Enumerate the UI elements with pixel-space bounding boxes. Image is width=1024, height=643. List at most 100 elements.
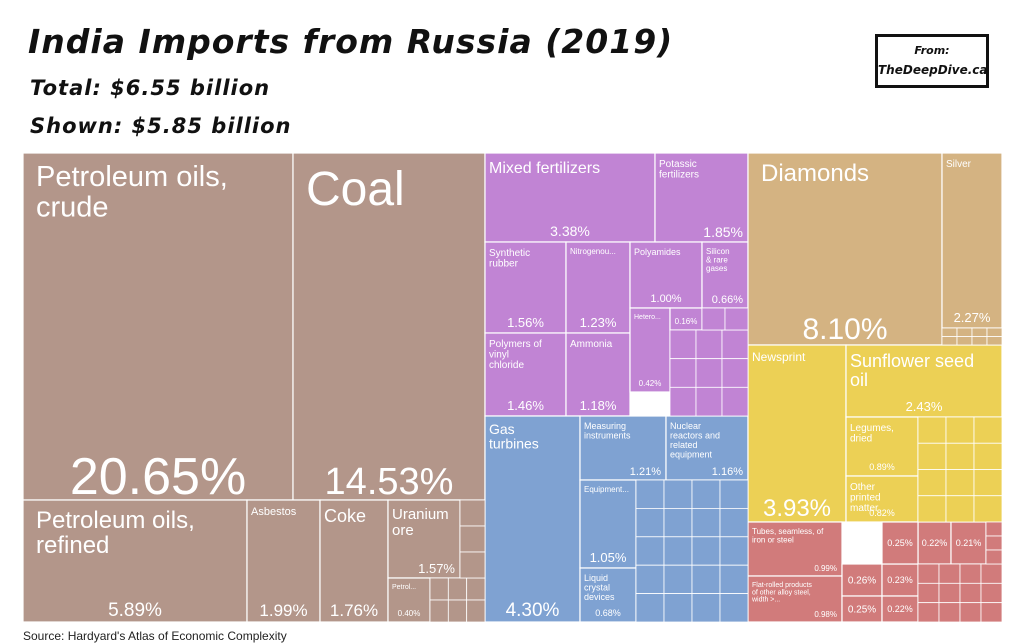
minor-tile xyxy=(669,358,697,388)
minor-tile xyxy=(459,499,486,527)
minor-tile xyxy=(635,479,665,509)
minor-tile xyxy=(938,563,961,584)
minor-tile xyxy=(945,442,975,470)
treemap-cell-rect xyxy=(841,563,883,597)
cell-value: 0.16% xyxy=(675,317,698,326)
credit-box: From: TheDeepDive.ca xyxy=(875,34,989,88)
cell-value: 1.23% xyxy=(580,315,617,330)
cell-label: Uranium ore xyxy=(392,506,449,539)
shown-label: Shown: $5.85 billion xyxy=(30,114,292,138)
treemap-cell: Petroleum oils, refined 5.89% xyxy=(22,499,248,623)
cell-value: 0.22% xyxy=(887,604,913,614)
minor-tile xyxy=(466,577,486,601)
cell-label: Petrol... xyxy=(392,584,416,591)
cell-label: Gas turbines xyxy=(489,421,539,452)
cell-value: 0.89% xyxy=(869,462,895,472)
cell-label: Diamonds xyxy=(761,160,869,187)
minor-tile xyxy=(985,521,1002,537)
cell-label: Coal xyxy=(306,163,405,216)
treemap-cell: Tubes, seamless, of iron or steel 0.99% xyxy=(747,521,843,577)
treemap-cell-rect xyxy=(629,241,703,309)
minor-tile xyxy=(959,602,982,623)
minor-tile xyxy=(466,599,486,623)
minor-tile xyxy=(719,593,749,623)
minor-tile xyxy=(917,442,947,470)
minor-tile xyxy=(635,536,665,566)
treemap-cell: Coke 1.76% xyxy=(319,499,389,623)
cell-label: Polymers of vinyl chloride xyxy=(489,339,542,371)
minor-tile xyxy=(691,564,721,595)
treemap-cell-rect xyxy=(484,415,581,623)
treemap-cell-rect xyxy=(387,577,431,623)
minor-tile xyxy=(663,564,693,595)
cell-value: 0.40% xyxy=(398,609,421,618)
minor-tile xyxy=(986,336,1002,346)
cell-value: 5.89% xyxy=(108,600,162,621)
minor-tile xyxy=(945,416,975,444)
minor-tile xyxy=(669,329,697,360)
minor-tile xyxy=(429,577,449,601)
treemap-cell: Sunflower seed oil 2.43% xyxy=(845,344,1002,418)
cell-label: Equipment... xyxy=(584,485,629,494)
cell-label: Flat-rolled products of other alloy steel… xyxy=(751,582,812,604)
cell-value: 0.23% xyxy=(887,575,913,585)
treemap-cell-rect xyxy=(845,344,1002,418)
minor-tile xyxy=(980,563,1002,584)
minor-tile xyxy=(429,599,449,623)
minor-tile xyxy=(695,358,723,388)
minor-tile xyxy=(663,593,693,623)
cell-label: Tubes, seamless, of iron or steel xyxy=(752,527,824,544)
cell-label: Polyamides xyxy=(634,247,681,257)
treemap-cell-rect xyxy=(881,521,919,565)
minor-tile xyxy=(719,479,749,509)
treemap-cell-rect xyxy=(484,241,567,334)
cell-label: Newsprint xyxy=(752,350,806,364)
minor-tile xyxy=(459,525,486,553)
cell-label: Synthetic rubber xyxy=(489,248,530,270)
treemap-cell: Petrol... 0.40% xyxy=(387,577,431,623)
cell-label: Nitrogenou... xyxy=(570,247,616,256)
treemap-cell: 0.22% xyxy=(917,521,952,565)
cell-value: 1.76% xyxy=(330,601,378,620)
minor-tile xyxy=(663,507,693,538)
cell-label: Petroleum oils, refined xyxy=(36,507,195,559)
total-label: Total: $6.55 billion xyxy=(30,76,271,100)
cell-value: 1.00% xyxy=(650,293,681,305)
minor-tile xyxy=(917,582,940,604)
minor-tile xyxy=(691,507,721,538)
cell-value: 0.26% xyxy=(848,575,876,586)
minor-tile xyxy=(941,327,958,337)
treemap-cell: Silicon & rare gases 0.66% xyxy=(701,241,749,309)
minor-tile xyxy=(447,577,468,601)
cell-label: Potassic fertilizers xyxy=(659,159,699,181)
treemap-cell: Hetero... 0.42% xyxy=(629,307,671,393)
cell-label: Asbestos xyxy=(251,506,297,518)
cell-value: 1.46% xyxy=(507,398,544,413)
cell-value: 0.82% xyxy=(869,508,895,518)
cell-label: Petroleum oils, crude xyxy=(36,161,228,223)
cell-value: 0.21% xyxy=(956,538,982,548)
cell-value: 20.65% xyxy=(70,448,246,506)
minor-tile xyxy=(956,327,973,337)
minor-tile xyxy=(721,358,749,388)
minor-tile xyxy=(724,307,749,331)
cell-label: Sunflower seed oil xyxy=(850,351,974,390)
minor-tile xyxy=(719,536,749,566)
source-note: Source: Hardyard's Atlas of Economic Com… xyxy=(23,629,287,643)
minor-tile xyxy=(721,386,749,417)
minor-tile xyxy=(959,563,982,584)
treemap-cell: 0.16% xyxy=(669,307,703,331)
minor-tile xyxy=(917,416,947,444)
minor-tile xyxy=(986,327,1002,337)
treemap-cell: Nuclear reactors and related equipment 1.16% xyxy=(665,415,749,481)
cell-value: 0.22% xyxy=(922,538,948,548)
cell-value: 2.43% xyxy=(906,399,943,414)
cell-label: Silicon & rare gases xyxy=(706,247,730,273)
treemap-cell-rect xyxy=(881,595,919,623)
treemap-cell: 0.26% xyxy=(841,563,883,597)
minor-tile xyxy=(938,602,961,623)
treemap-cell-rect xyxy=(845,475,919,523)
treemap-cell-rect xyxy=(246,499,321,623)
minor-tile xyxy=(663,479,693,509)
cell-value: 1.21% xyxy=(630,466,661,478)
